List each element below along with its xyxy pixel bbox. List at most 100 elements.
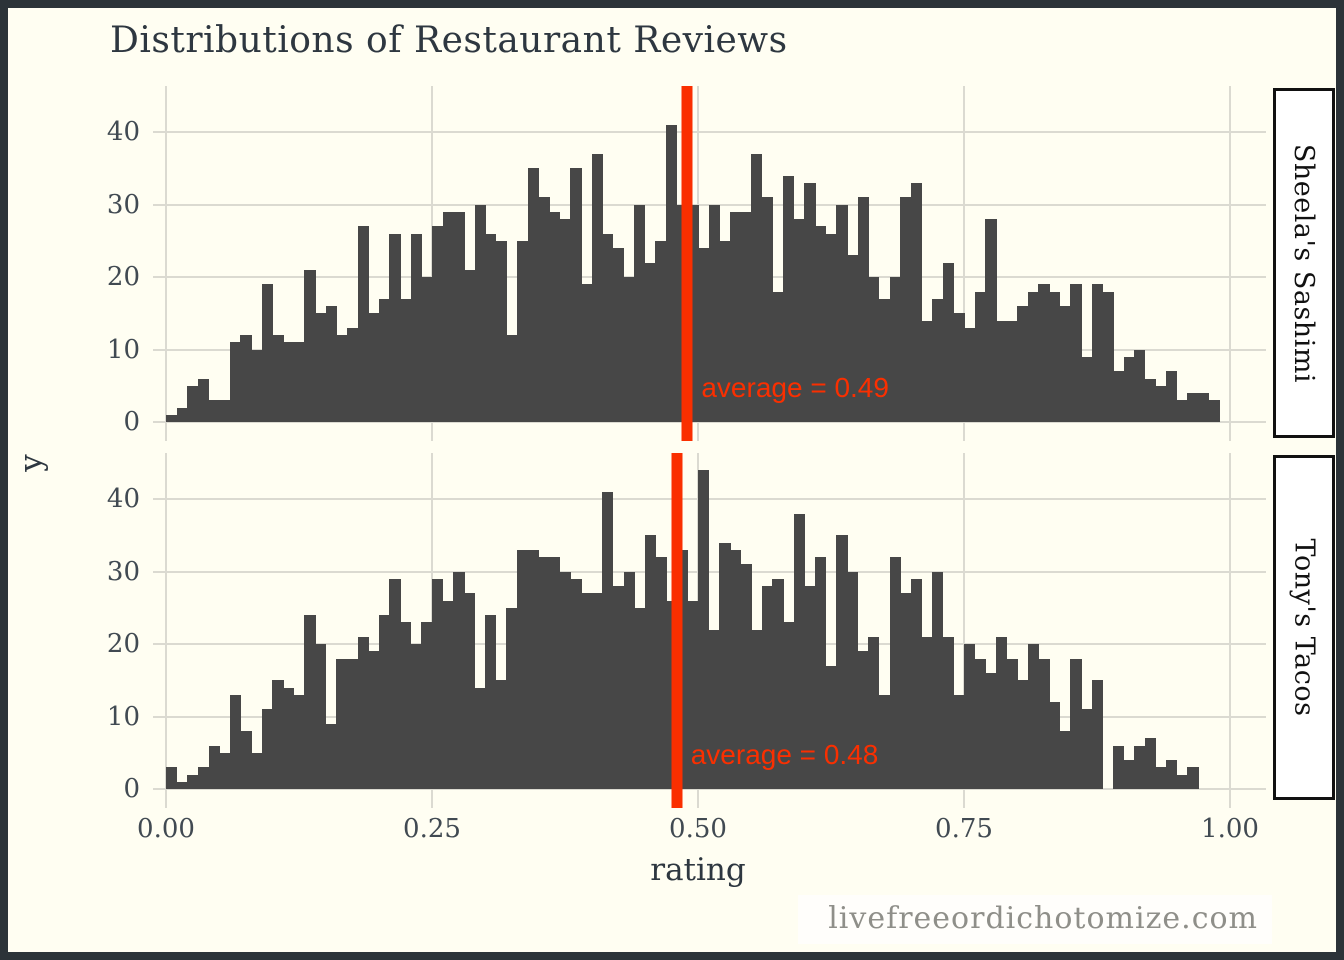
histogram-bar bbox=[1134, 745, 1146, 789]
y-tick-label: 0 bbox=[123, 407, 140, 437]
histogram-bar bbox=[634, 607, 646, 789]
histogram-bar bbox=[219, 400, 231, 422]
histogram-bar bbox=[1081, 709, 1093, 789]
gridline-vertical bbox=[963, 86, 965, 441]
histogram-bar bbox=[708, 629, 720, 789]
histogram-bar bbox=[974, 291, 986, 422]
gridline-horizontal bbox=[153, 131, 1266, 133]
histogram-bar bbox=[314, 644, 327, 789]
histogram-bar bbox=[591, 153, 603, 422]
histogram-bar bbox=[549, 211, 561, 422]
x-tick-label: 1.00 bbox=[1201, 814, 1259, 844]
histogram-bar bbox=[432, 578, 444, 789]
x-tick-label: 0.00 bbox=[137, 814, 195, 844]
histogram-bar bbox=[1187, 393, 1199, 422]
histogram-bar bbox=[1091, 284, 1103, 422]
histogram-bar bbox=[857, 651, 869, 789]
histogram-bar bbox=[580, 284, 593, 422]
histogram-bar bbox=[538, 557, 550, 789]
histogram-bar bbox=[708, 204, 720, 422]
histogram-bar bbox=[336, 658, 348, 789]
histogram-bar bbox=[644, 262, 657, 422]
histogram-bar bbox=[804, 586, 816, 789]
histogram-bar bbox=[410, 644, 422, 789]
mean-annotation-tonys-tacos: average = 0.48 bbox=[690, 739, 879, 770]
histogram-bar bbox=[985, 219, 997, 422]
histogram-bar bbox=[815, 557, 827, 789]
histogram-bar bbox=[783, 622, 795, 789]
histogram-bar bbox=[1027, 291, 1040, 422]
y-tick-label: 10 bbox=[106, 334, 140, 365]
histogram-bar bbox=[804, 182, 816, 422]
histogram-bar bbox=[570, 578, 582, 789]
histogram-bar bbox=[1006, 320, 1018, 422]
histogram-bar bbox=[463, 593, 476, 789]
histogram-bar bbox=[666, 124, 678, 422]
histogram-bar bbox=[1038, 658, 1050, 789]
x-axis-title: rating bbox=[650, 852, 746, 888]
histogram-bar bbox=[549, 557, 561, 789]
histogram-bar bbox=[857, 197, 869, 422]
histogram-bar bbox=[495, 680, 508, 789]
histogram-bar bbox=[357, 226, 369, 422]
y-tick-label: 40 bbox=[106, 484, 140, 514]
panel-tonys-tacos: average = 0.48 bbox=[153, 453, 1266, 808]
histogram-bar bbox=[655, 557, 667, 789]
histogram-bar bbox=[719, 542, 731, 789]
histogram-bar bbox=[1134, 349, 1146, 422]
histogram-bar bbox=[187, 385, 199, 422]
gridline-vertical bbox=[1229, 453, 1231, 808]
histogram-bar bbox=[346, 658, 359, 789]
histogram-bar bbox=[687, 204, 699, 422]
histogram-bar bbox=[421, 622, 433, 789]
histogram-bar bbox=[793, 219, 805, 422]
histogram-bar bbox=[442, 600, 454, 789]
histogram-bar bbox=[261, 284, 273, 422]
histogram-bar bbox=[729, 211, 742, 422]
histogram-bar bbox=[995, 320, 1008, 422]
histogram-bar bbox=[751, 629, 763, 789]
histogram-bar bbox=[846, 255, 859, 422]
histogram-bar bbox=[591, 593, 603, 789]
histogram-bar bbox=[1006, 658, 1018, 789]
x-tick-label: 0.25 bbox=[403, 814, 461, 844]
histogram-bar bbox=[187, 774, 199, 789]
histogram-bar bbox=[251, 752, 263, 789]
histogram-bar bbox=[283, 687, 295, 789]
histogram-bar bbox=[495, 240, 508, 422]
histogram-bar bbox=[229, 342, 242, 422]
panel-sheelas-sashimi: average = 0.49 bbox=[153, 86, 1266, 441]
gridline-vertical bbox=[963, 453, 965, 808]
histogram-bar bbox=[815, 226, 827, 422]
facet-strip-sheelas-sashimi: Sheela's Sashimi bbox=[1273, 88, 1335, 438]
histogram-bar bbox=[1176, 400, 1189, 422]
histogram-bar bbox=[868, 277, 880, 422]
histogram-bar bbox=[1027, 644, 1040, 789]
histogram-bar bbox=[910, 578, 923, 789]
histogram-bar bbox=[485, 233, 497, 422]
histogram-bar bbox=[219, 752, 231, 789]
histogram-bar bbox=[400, 622, 412, 789]
histogram-bar bbox=[1123, 760, 1135, 789]
histogram-bar bbox=[293, 694, 305, 789]
histogram-bar bbox=[623, 277, 635, 422]
mean-line-tonys-tacos bbox=[671, 453, 683, 808]
histogram-bar bbox=[240, 731, 252, 789]
histogram-bar bbox=[1038, 284, 1050, 422]
histogram-bar bbox=[517, 240, 529, 422]
histogram-bar bbox=[208, 400, 220, 422]
facet-label-sheelas-sashimi: Sheela's Sashimi bbox=[1288, 143, 1320, 383]
histogram-bar bbox=[772, 578, 784, 789]
y-tick-label: 20 bbox=[106, 262, 140, 292]
histogram-bar bbox=[304, 615, 316, 789]
histogram-bar bbox=[559, 571, 571, 789]
histogram-bar bbox=[964, 644, 976, 789]
gridline-horizontal bbox=[153, 788, 1266, 790]
histogram-bar bbox=[793, 513, 805, 789]
histogram-bar bbox=[761, 197, 774, 422]
gridline-vertical bbox=[165, 453, 167, 808]
y-tick-label: 20 bbox=[106, 629, 140, 659]
histogram-bar bbox=[1166, 760, 1178, 789]
histogram-bar bbox=[208, 745, 220, 789]
histogram-bar bbox=[1059, 306, 1071, 422]
